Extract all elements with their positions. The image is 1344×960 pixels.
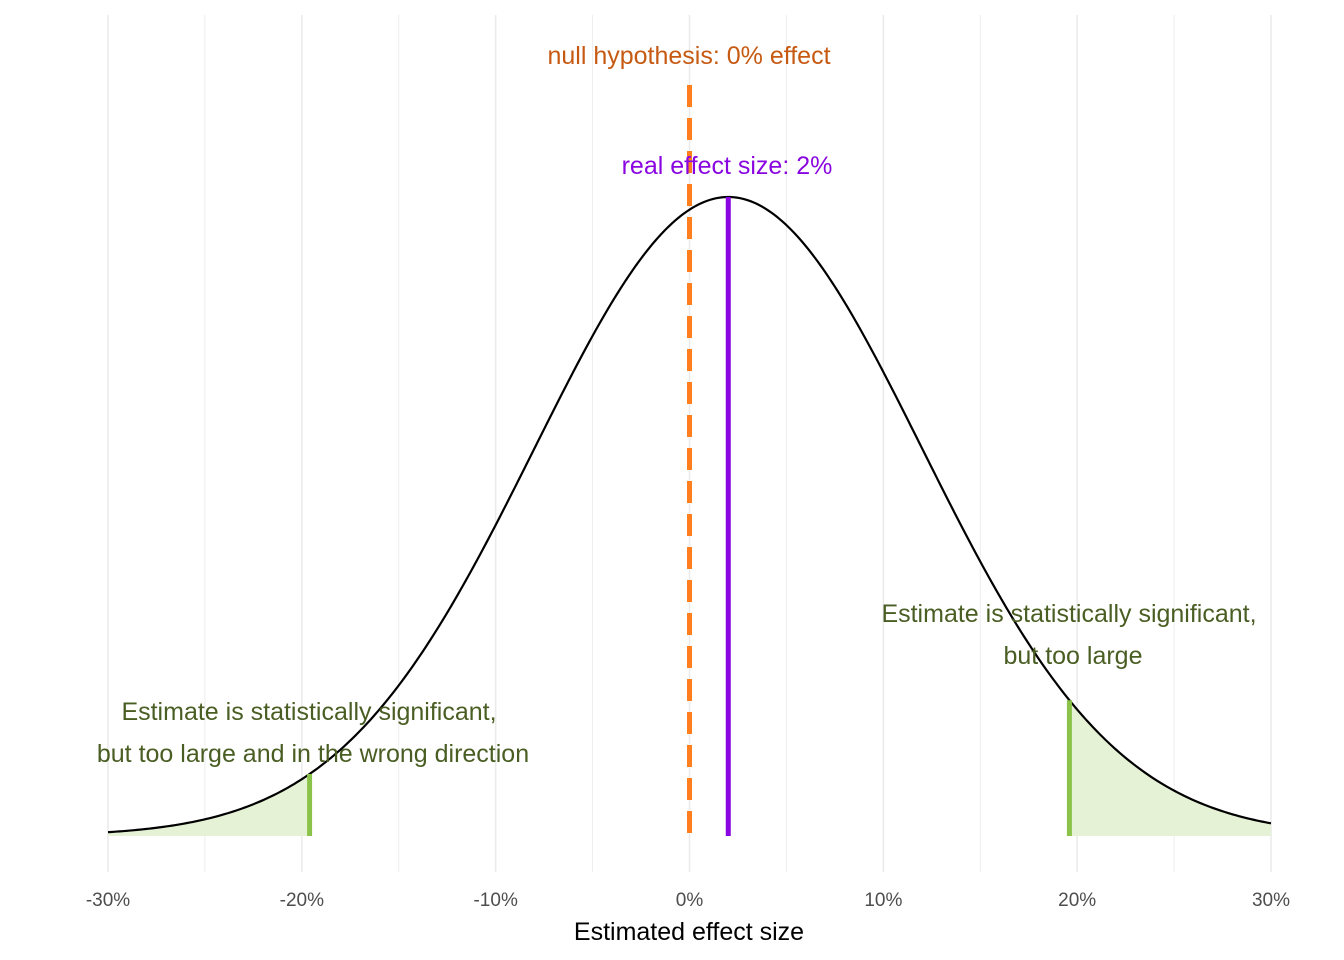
right-tail-shade — [1069, 700, 1271, 836]
x-tick-labels: -30% -20% -10% 0% 10% 20% 30% — [86, 890, 1290, 911]
x-tick-label: -30% — [86, 890, 130, 911]
x-tick-label: 20% — [1058, 890, 1096, 911]
reference-lines — [307, 85, 1072, 836]
grid-lines — [107, 15, 1272, 872]
x-tick-label: 10% — [864, 890, 902, 911]
significance-shading — [108, 700, 1271, 836]
x-tick-label: 30% — [1252, 890, 1290, 911]
null-hypothesis-label: null hypothesis: 0% effect — [547, 42, 830, 70]
x-axis-title: Estimated effect size — [574, 918, 804, 946]
left-tail-shade — [108, 774, 310, 836]
left-region-annotation-line-2: but too large and in the wrong direction — [97, 740, 529, 768]
real-effect-label: real effect size: 2% — [622, 152, 833, 180]
left-region-annotation-line-1: Estimate is statistically significant, — [121, 698, 496, 726]
density-curve — [107, 195, 1272, 834]
x-tick-label: 0% — [676, 890, 704, 911]
right-region-annotation-line-2: but too large — [1004, 642, 1143, 670]
x-tick-label: -20% — [280, 890, 324, 911]
x-tick-label: -10% — [473, 890, 517, 911]
right-region-annotation-line-1: Estimate is statistically significant, — [881, 600, 1256, 628]
